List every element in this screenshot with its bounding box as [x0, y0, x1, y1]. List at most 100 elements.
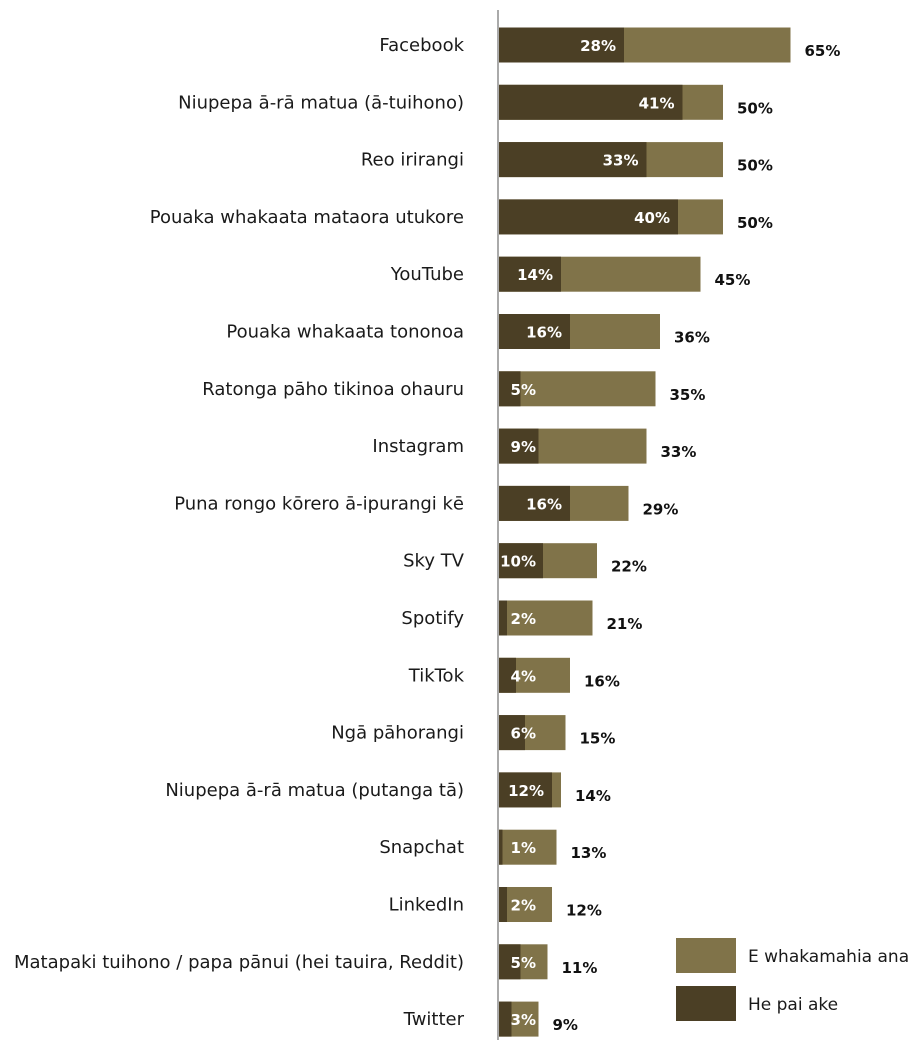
- bar-used: [498, 600, 593, 636]
- used-value-label: 22%: [611, 558, 647, 576]
- legend-swatch-used: [676, 938, 736, 973]
- bar-preferred: [498, 27, 624, 63]
- used-value-label: 50%: [737, 214, 773, 232]
- legend: E whakamahia ana He pai ake: [676, 938, 909, 1021]
- bar-used: [498, 829, 557, 865]
- used-value-label: 11%: [562, 959, 598, 977]
- used-value-label: 15%: [580, 730, 616, 748]
- bar-preferred: [498, 772, 552, 808]
- category-label: Twitter: [403, 1009, 465, 1030]
- used-value-label: 29%: [643, 500, 679, 518]
- preferred-value-label: 5%: [511, 954, 536, 972]
- used-value-label: 21%: [607, 615, 643, 633]
- preferred-value-label: 16%: [526, 324, 562, 342]
- preferred-value-label: 10%: [500, 553, 536, 571]
- used-value-label: 14%: [575, 787, 611, 805]
- category-label: Pouaka whakaata tononoa: [226, 322, 464, 343]
- bar-row: Spotify 2% 21%: [401, 600, 643, 636]
- bar-preferred: [498, 199, 678, 235]
- category-label: Facebook: [379, 35, 464, 56]
- preferred-value-label: 12%: [508, 782, 544, 800]
- used-value-label: 50%: [737, 157, 773, 175]
- bar-preferred: [498, 485, 570, 521]
- bar-preferred: [498, 657, 516, 693]
- bar-row: Instagram 9% 33%: [372, 428, 697, 464]
- bar-row: YouTube 14% 45%: [390, 256, 751, 292]
- bar-row: Snapchat 1% 13%: [379, 829, 607, 865]
- category-label: YouTube: [390, 264, 464, 285]
- used-value-label: 35%: [670, 386, 706, 404]
- used-value-label: 65%: [805, 42, 841, 60]
- bar-preferred: [498, 1001, 512, 1037]
- category-label: Pouaka whakaata mataora utukore: [150, 207, 464, 228]
- category-label: Niupepa ā-rā matua (putanga tā): [165, 780, 464, 801]
- bar-preferred: [498, 944, 521, 980]
- bar-preferred: [498, 543, 543, 579]
- preferred-value-label: 5%: [511, 381, 536, 399]
- preferred-value-label: 1%: [511, 839, 536, 857]
- category-label: Puna rongo kōrero ā-ipurangi kē: [174, 493, 464, 514]
- preferred-value-label: 33%: [603, 152, 639, 170]
- category-label: Reo irirangi: [361, 150, 464, 171]
- category-label: Spotify: [401, 608, 464, 629]
- legend-swatch-preferred: [676, 986, 736, 1021]
- bar-row: Facebook 28% 65%: [379, 27, 841, 63]
- category-label: LinkedIn: [389, 895, 464, 916]
- used-value-label: 50%: [737, 99, 773, 117]
- bar-preferred: [498, 314, 570, 349]
- preferred-value-label: 2%: [511, 897, 536, 915]
- bar-row: Pouaka whakaata mataora utukore 40% 50%: [150, 199, 773, 235]
- used-value-label: 16%: [584, 672, 620, 690]
- preferred-value-label: 4%: [511, 667, 536, 685]
- used-value-label: 9%: [553, 1016, 578, 1034]
- preferred-value-label: 16%: [526, 495, 562, 513]
- bar-row: Reo irirangi 33% 50%: [361, 142, 773, 178]
- bar-preferred: [498, 600, 507, 636]
- preferred-value-label: 41%: [639, 94, 675, 112]
- legend-label-preferred: He pai ake: [748, 995, 838, 1015]
- bar-row: Ratonga pāho tikinoa ohauru 5% 35%: [202, 371, 706, 407]
- bar-preferred: [498, 371, 521, 407]
- used-value-label: 45%: [715, 271, 751, 289]
- bar-row: TikTok 4% 16%: [408, 657, 620, 693]
- category-label: Ngā pāhorangi: [331, 723, 464, 744]
- bar-row: Ngā pāhorangi 6% 15%: [331, 715, 616, 751]
- bars-layer: Facebook 28% 65% Niupepa ā-rā matua (ā-tuih…: [14, 27, 841, 1037]
- preferred-value-label: 14%: [517, 266, 553, 284]
- preferred-value-label: 6%: [511, 725, 536, 743]
- used-value-label: 33%: [661, 443, 697, 461]
- used-value-label: 12%: [566, 902, 602, 920]
- used-value-label: 13%: [571, 844, 607, 862]
- bar-row: Twitter 3% 9%: [403, 1001, 578, 1037]
- category-label: Sky TV: [403, 551, 465, 572]
- legend-label-used: E whakamahia ana: [748, 947, 909, 967]
- category-label: Instagram: [372, 436, 464, 457]
- bar-preferred: [498, 142, 647, 178]
- bar-preferred: [498, 887, 507, 922]
- category-label: Matapaki tuihono / papa pānui (hei tauir…: [14, 952, 464, 973]
- preferred-value-label: 3%: [511, 1011, 536, 1029]
- bar-row: Puna rongo kōrero ā-ipurangi kē 16% 29%: [174, 485, 679, 521]
- bar-used: [498, 371, 656, 407]
- preferred-value-label: 2%: [511, 610, 536, 628]
- bar-row: Matapaki tuihono / papa pānui (hei tauir…: [14, 944, 598, 980]
- bar-preferred: [498, 84, 683, 120]
- category-label: TikTok: [408, 665, 465, 686]
- category-label: Snapchat: [379, 837, 464, 858]
- bar-row: Niupepa ā-rā matua (ā-tuihono) 41% 50%: [178, 84, 773, 120]
- bar-row: LinkedIn 2% 12%: [389, 887, 602, 922]
- preferred-value-label: 28%: [580, 37, 616, 55]
- bar-row: Niupepa ā-rā matua (putanga tā) 12% 14%: [165, 772, 611, 808]
- used-value-label: 36%: [674, 329, 710, 347]
- bar-preferred: [498, 829, 503, 865]
- preferred-value-label: 40%: [634, 209, 670, 227]
- bar-preferred: [498, 428, 539, 464]
- category-label: Niupepa ā-rā matua (ā-tuihono): [178, 92, 464, 113]
- bar-row: Sky TV 10% 22%: [403, 543, 647, 579]
- category-label: Ratonga pāho tikinoa ohauru: [202, 379, 464, 400]
- preferred-value-label: 9%: [511, 438, 536, 456]
- bar-preferred: [498, 715, 525, 751]
- bar-preferred: [498, 256, 561, 292]
